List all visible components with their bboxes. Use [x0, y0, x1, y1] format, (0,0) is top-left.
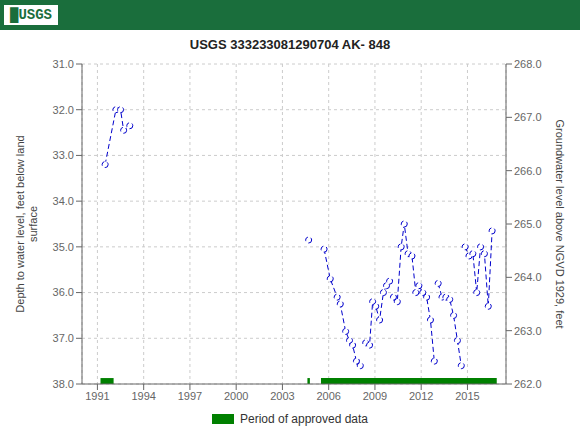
svg-text:1997: 1997 — [178, 390, 202, 402]
svg-text:1994: 1994 — [131, 390, 155, 402]
svg-text:34.0: 34.0 — [53, 195, 74, 207]
svg-text:263.0: 263.0 — [514, 325, 542, 337]
svg-text:267.0: 267.0 — [514, 111, 542, 123]
svg-text:2003: 2003 — [270, 390, 294, 402]
svg-text:2012: 2012 — [409, 390, 433, 402]
svg-text:38.0: 38.0 — [53, 378, 74, 390]
svg-text:2015: 2015 — [455, 390, 479, 402]
html-text:Period of approved data: Period of approved data — [240, 412, 368, 426]
svg-text:37.0: 37.0 — [53, 332, 74, 344]
svg-text:2000: 2000 — [224, 390, 248, 402]
svg-text:266.0: 266.0 — [514, 165, 542, 177]
svg-text:Depth to water level, feet bel: Depth to water level, feet below landsur… — [14, 135, 39, 312]
svg-text:33.0: 33.0 — [53, 149, 74, 161]
html-text:█USGS: █USGS — [10, 7, 52, 23]
html-text:USGS 333233081290704 AK- 848: USGS 333233081290704 AK- 848 — [189, 37, 391, 52]
svg-text:32.0: 32.0 — [53, 104, 74, 116]
svg-text:268.0: 268.0 — [514, 58, 542, 70]
svg-text:35.0: 35.0 — [53, 241, 74, 253]
svg-text:265.0: 265.0 — [514, 218, 542, 230]
svg-text:31.0: 31.0 — [53, 58, 74, 70]
svg-text:262.0: 262.0 — [514, 378, 542, 390]
svg-text:2006: 2006 — [316, 390, 340, 402]
svg-text:2009: 2009 — [363, 390, 387, 402]
svg-text:36.0: 36.0 — [53, 286, 74, 298]
svg-text:Groundwater level above NGVD 1: Groundwater level above NGVD 1929, feet — [554, 119, 566, 328]
svg-text:264.0: 264.0 — [514, 271, 542, 283]
svg-text:1991: 1991 — [85, 390, 109, 402]
